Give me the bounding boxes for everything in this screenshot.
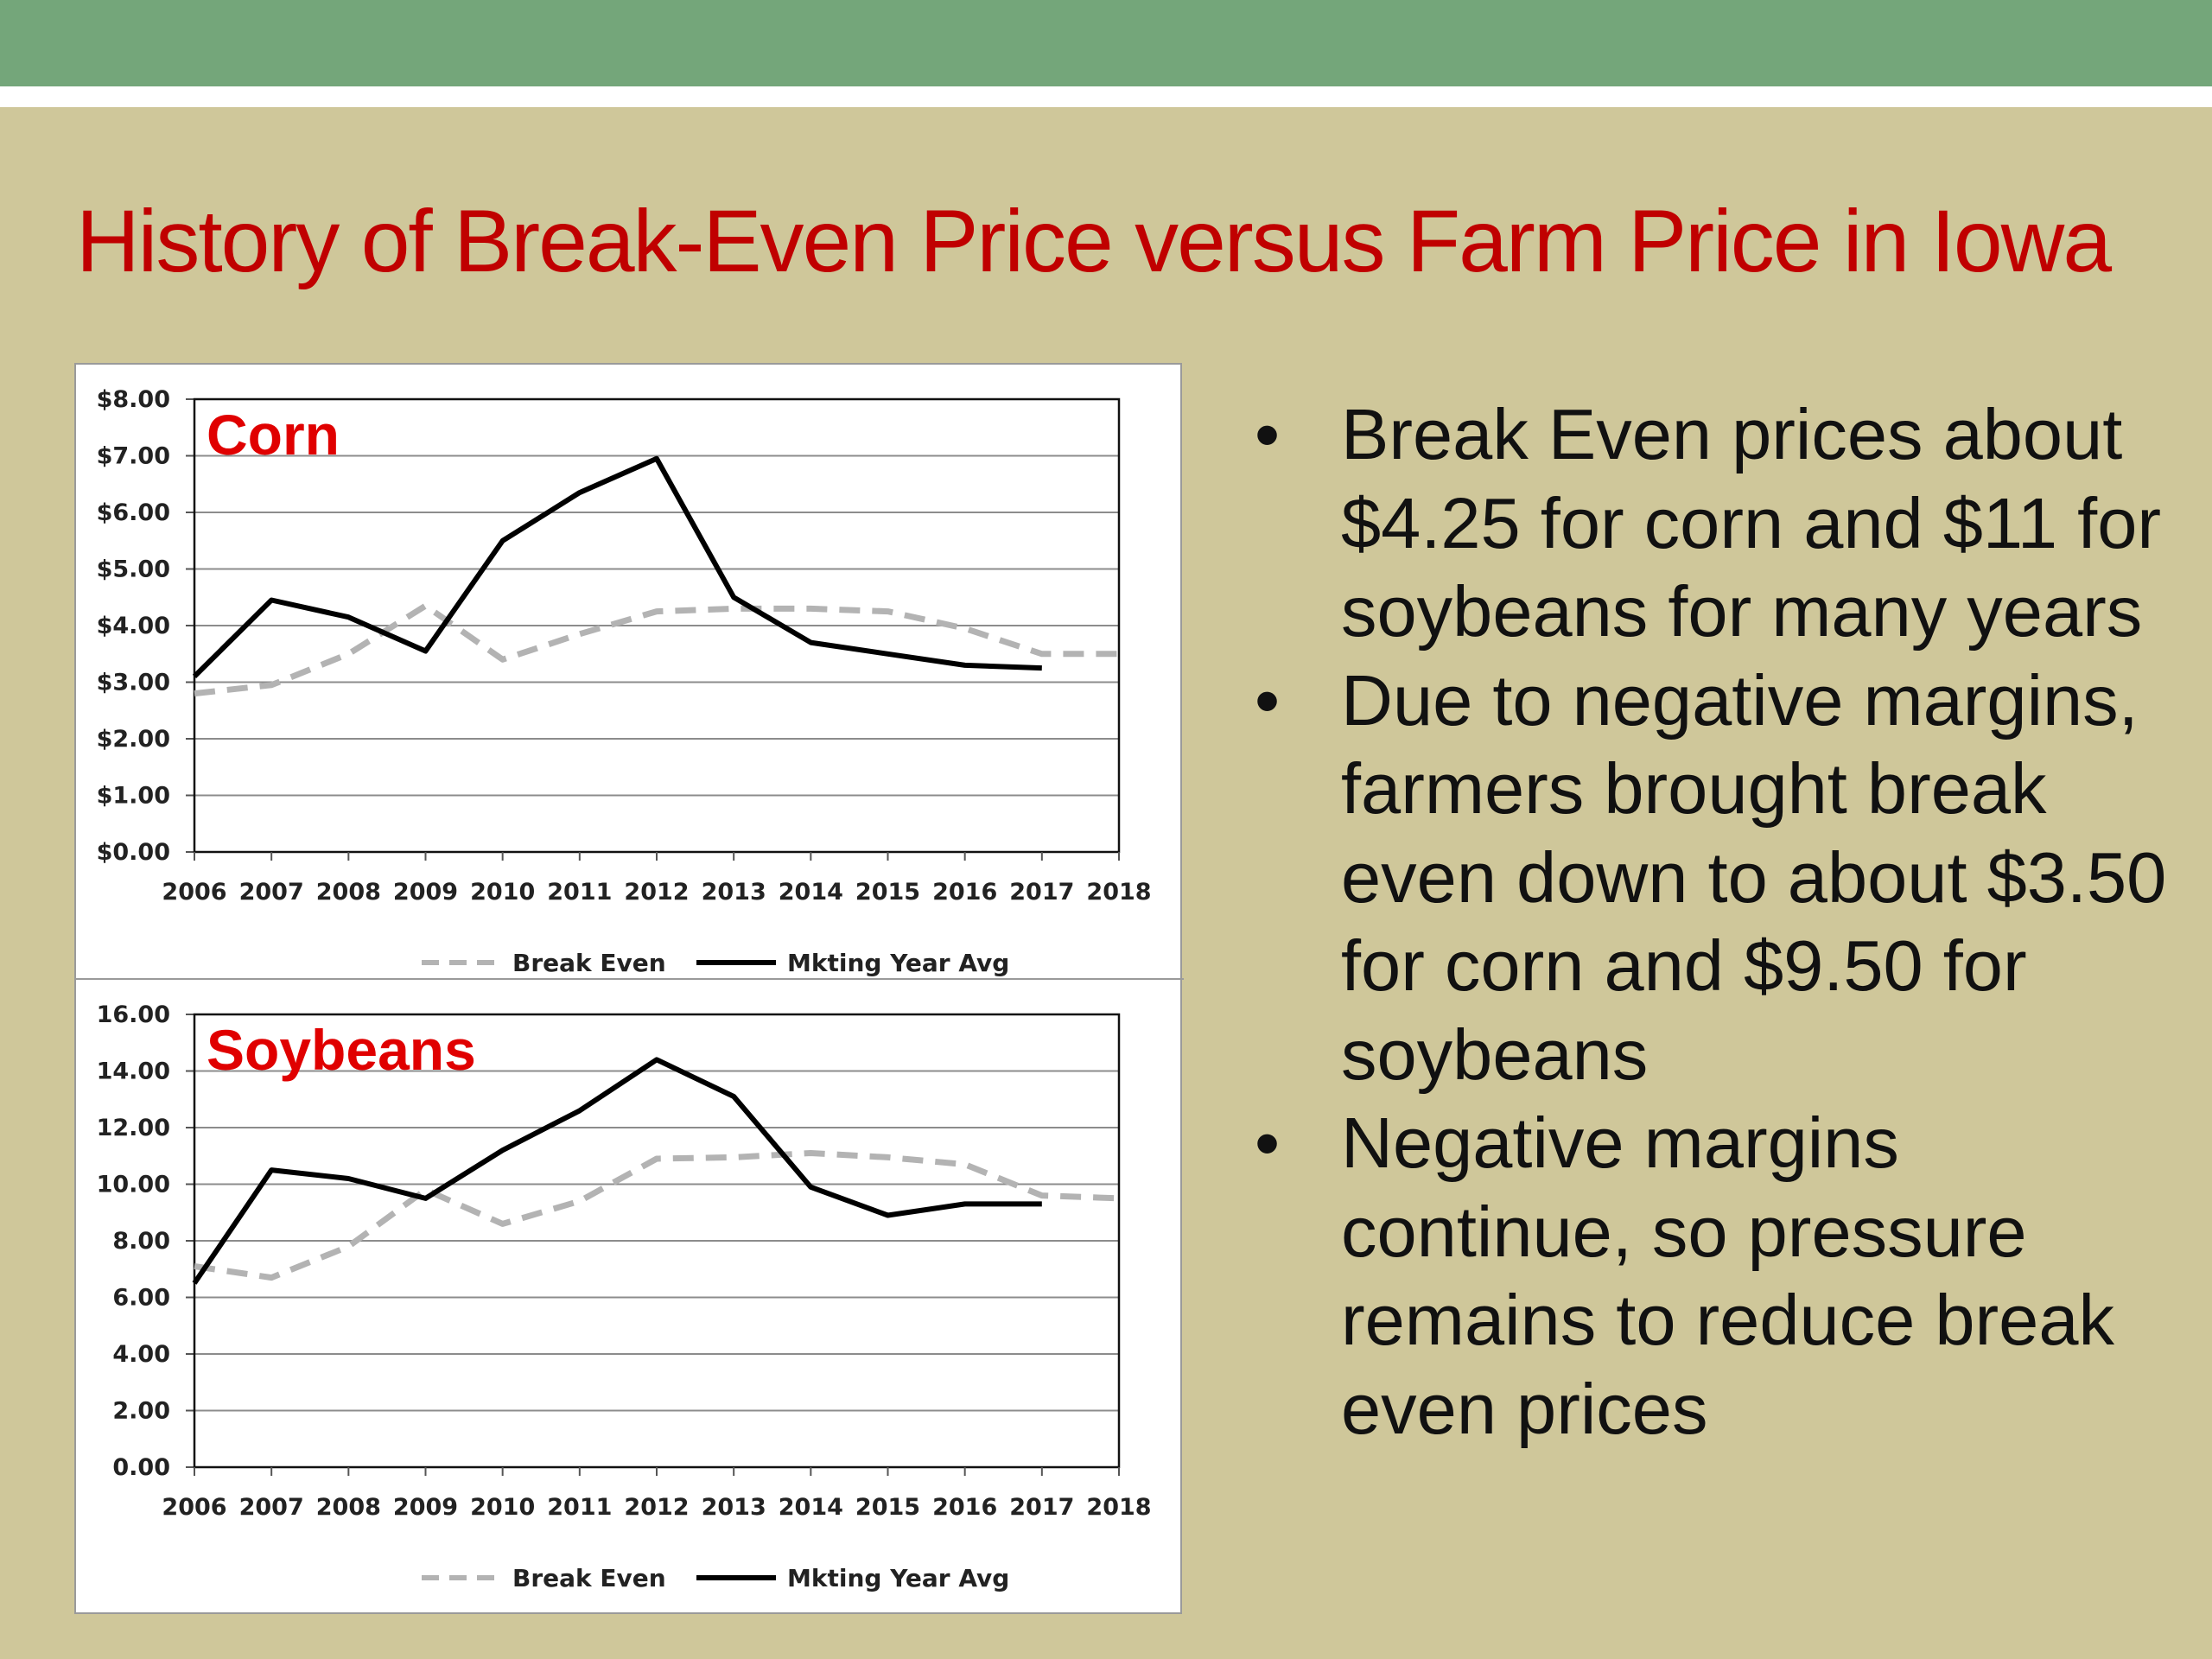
y-tick-label: 12.00	[97, 1115, 170, 1141]
y-tick-label: $5.00	[97, 556, 170, 583]
corn-chart: $0.00 $1.00 $2.00 $3.00 $4.00 $5.00 $6.00 $7.00…	[97, 386, 1152, 977]
x-tick-label: 2008	[316, 879, 381, 906]
x-tick-label: 2007	[239, 879, 304, 906]
x-tick-label: 2015	[855, 879, 920, 906]
y-tick-label: 10.00	[97, 1172, 170, 1198]
x-tick-label: 2016	[932, 1494, 997, 1521]
y-tick-label: 4.00	[112, 1341, 170, 1368]
bullet-text: Negative margins continue, so pressure r…	[1341, 1103, 2115, 1449]
x-tick-label: 2017	[1009, 879, 1074, 906]
bullet-dot-icon: •	[1255, 394, 1281, 474]
series-line-mkting-year-avg	[192, 455, 1042, 679]
legend-label: Break Even	[512, 1564, 666, 1592]
top-white-stripe	[0, 86, 2212, 107]
x-tick-label: 2013	[702, 1494, 766, 1521]
y-tick-label: 16.00	[97, 1001, 170, 1028]
y-tick-label: $2.00	[97, 726, 170, 753]
chart-label: Corn	[207, 403, 340, 467]
legend-label: Mkting Year Avg	[787, 1564, 1009, 1592]
series-line-break-even	[194, 602, 1119, 697]
y-tick-label: $0.00	[97, 839, 170, 866]
bullet-dot-icon: •	[1255, 1103, 1281, 1183]
chart-label: Soybeans	[207, 1018, 476, 1082]
top-color-band	[0, 0, 2212, 86]
series-line-mkting-year-avg	[192, 1057, 1042, 1285]
x-tick-label: 2009	[393, 879, 458, 906]
x-tick-label: 2007	[239, 1494, 304, 1521]
bullet-text: Due to negative margins, farmers brought…	[1341, 659, 2167, 1095]
y-tick-label: 14.00	[97, 1058, 170, 1085]
bullet-list: • Break Even prices about $4.25 for corn…	[1244, 391, 2177, 1453]
x-tick-label: 2015	[855, 1494, 920, 1521]
y-tick-label: $3.00	[97, 670, 170, 696]
x-tick-label: 2006	[162, 1494, 226, 1521]
bullet-text: Break Even prices about $4.25 for corn a…	[1341, 394, 2161, 652]
y-tick-label: $6.00	[97, 499, 170, 526]
x-tick-label: 2011	[547, 1494, 612, 1521]
bullet-dot-icon: •	[1255, 659, 1281, 741]
x-tick-label: 2010	[470, 1494, 535, 1521]
x-tick-label: 2012	[624, 879, 689, 906]
y-tick-label: 0.00	[112, 1454, 170, 1481]
chart-panel: $0.00 $1.00 $2.00 $3.00 $4.00 $5.00 $6.00 $7.00…	[74, 363, 1184, 1614]
bullet-item: • Negative margins continue, so pressure…	[1244, 1099, 2177, 1453]
x-tick-label: 2014	[779, 1494, 843, 1521]
x-tick-label: 2006	[162, 879, 226, 906]
x-tick-label: 2009	[393, 1494, 458, 1521]
y-tick-label: $1.00	[97, 783, 170, 810]
x-tick-label: 2008	[316, 1494, 381, 1521]
x-tick-label: 2016	[932, 879, 997, 906]
x-tick-label: 2010	[470, 879, 535, 906]
chart-divider	[76, 978, 1184, 980]
bullet-item: • Due to negative margins, farmers broug…	[1244, 657, 2177, 1100]
y-tick-label: $8.00	[97, 386, 170, 413]
y-tick-label: 2.00	[112, 1398, 170, 1425]
y-tick-label: 8.00	[112, 1228, 170, 1255]
x-tick-label: 2011	[547, 879, 612, 906]
x-tick-label: 2014	[779, 879, 843, 906]
x-tick-label: 2017	[1009, 1494, 1074, 1521]
x-tick-label: 2012	[624, 1494, 689, 1521]
x-tick-label: 2018	[1086, 879, 1151, 906]
y-tick-label: $7.00	[97, 443, 170, 470]
y-tick-label: $4.00	[97, 613, 170, 639]
x-tick-label: 2018	[1086, 1494, 1151, 1521]
x-tick-label: 2013	[702, 879, 766, 906]
y-tick-label: 6.00	[112, 1285, 170, 1312]
slide-title: History of Break-Even Price versus Farm …	[76, 192, 2112, 290]
legend-label: Mkting Year Avg	[787, 949, 1009, 977]
soybeans-chart: 0.00 2.00 4.00 6.00 8.00 10.00 12.00 14.00 16.00…	[97, 1001, 1152, 1592]
legend-label: Break Even	[512, 949, 666, 977]
bullet-item: • Break Even prices about $4.25 for corn…	[1244, 391, 2177, 657]
series-line-break-even	[194, 1150, 1120, 1281]
